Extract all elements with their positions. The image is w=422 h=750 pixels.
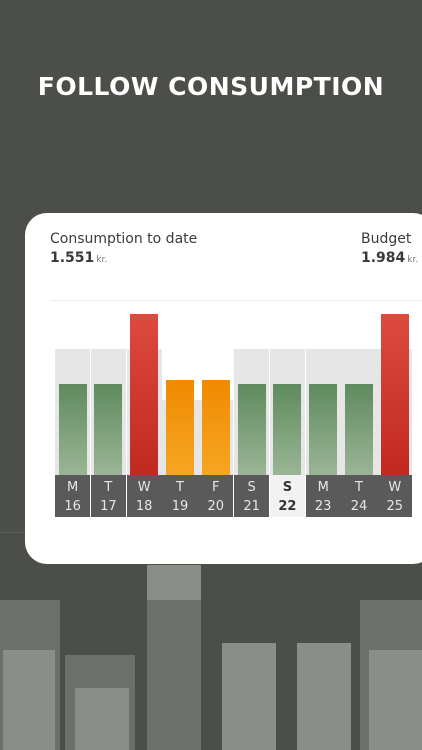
- background-bar: [3, 650, 55, 750]
- day-label-25[interactable]: W 25: [377, 475, 412, 517]
- weekday-letter: M: [55, 478, 90, 497]
- consumption-card: Consumption to date 1.551 kr. Budget 1.98…: [25, 213, 422, 564]
- weekday-letter: M: [306, 478, 341, 497]
- day-column-19[interactable]: [162, 213, 197, 518]
- day-column-16[interactable]: [55, 213, 90, 518]
- day-bar-orange: [202, 380, 230, 475]
- weekday-letter: S: [234, 478, 269, 497]
- weekday-letter: W: [127, 478, 162, 497]
- day-number: 21: [234, 497, 269, 516]
- day-column-24[interactable]: [341, 213, 376, 518]
- background-bar: [147, 600, 201, 750]
- day-bar-green: [238, 384, 266, 475]
- day-bar-green: [273, 384, 301, 475]
- day-column-25[interactable]: [377, 213, 412, 518]
- day-number: 24: [341, 497, 376, 516]
- day-column-23[interactable]: [306, 213, 341, 518]
- page-headline: FOLLOW CONSUMPTION: [0, 72, 422, 101]
- day-number: 25: [377, 497, 412, 516]
- day-label-20[interactable]: F 20: [198, 475, 233, 517]
- background-bar: [75, 688, 129, 750]
- weekday-letter: T: [91, 478, 126, 497]
- day-label-18[interactable]: W 18: [127, 475, 162, 517]
- day-bar-green: [94, 384, 122, 475]
- day-label-21[interactable]: S 21: [234, 475, 269, 517]
- weekday-letter: W: [377, 478, 412, 497]
- weekday-letter: T: [162, 478, 197, 497]
- day-number: 20: [198, 497, 233, 516]
- day-number: 17: [91, 497, 126, 516]
- day-label-16[interactable]: M 16: [55, 475, 90, 517]
- day-column-18[interactable]: [127, 213, 162, 518]
- day-label-22[interactable]: S 22: [270, 475, 305, 517]
- day-number: 22: [270, 497, 305, 516]
- weekday-letter: F: [198, 478, 233, 497]
- background-bar: [297, 643, 351, 750]
- day-label-23[interactable]: M 23: [306, 475, 341, 517]
- day-number: 18: [127, 497, 162, 516]
- day-number: 23: [306, 497, 341, 516]
- background-bar: [222, 643, 276, 750]
- day-label-24[interactable]: T 24: [341, 475, 376, 517]
- day-bar-green: [309, 384, 337, 475]
- weekday-letter: S: [270, 478, 305, 497]
- day-label-19[interactable]: T 19: [162, 475, 197, 517]
- day-number: 16: [55, 497, 90, 516]
- day-bar-orange: [166, 380, 194, 475]
- day-column-20[interactable]: [198, 213, 233, 518]
- background-bar: [369, 650, 422, 750]
- day-column-22[interactable]: [270, 213, 305, 518]
- day-column-21[interactable]: [234, 213, 269, 518]
- day-label-17[interactable]: T 17: [91, 475, 126, 517]
- day-bar-red: [130, 314, 158, 475]
- weekday-letter: T: [341, 478, 376, 497]
- day-column-17[interactable]: [91, 213, 126, 518]
- day-bar-green: [345, 384, 373, 475]
- day-bar-red: [381, 314, 409, 475]
- day-bar-green: [59, 384, 87, 475]
- day-number: 19: [162, 497, 197, 516]
